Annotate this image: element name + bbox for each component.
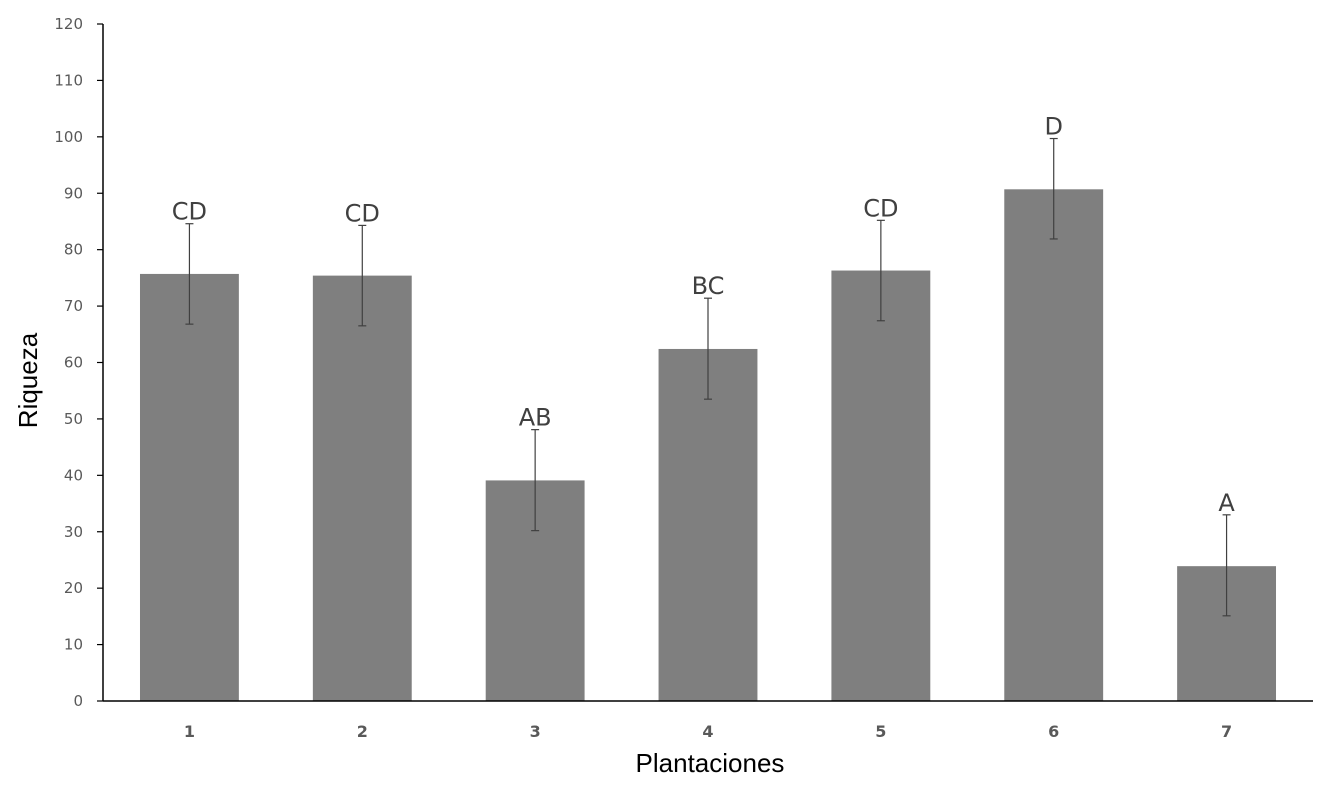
x-tick-label: 4	[702, 722, 713, 741]
bars	[139, 189, 1277, 701]
x-axis-label: Plantaciones	[636, 748, 785, 778]
significance-label: CD	[345, 199, 380, 227]
y-tick-label: 10	[64, 636, 83, 654]
bar	[831, 270, 931, 701]
y-axis-ticks: 0 10 20 30 40 50 60 70 80 90 100 110 120	[54, 15, 103, 710]
significance-label: CD	[172, 198, 207, 226]
significance-label: D	[1044, 113, 1062, 141]
error-bar	[1222, 514, 1231, 617]
y-tick-label: 90	[64, 184, 83, 202]
x-tick-label: 2	[357, 722, 368, 741]
bar	[312, 275, 412, 701]
significance-label: BC	[692, 272, 725, 300]
y-tick-label: 110	[54, 71, 83, 89]
significance-label: CD	[863, 194, 898, 222]
significance-label: AB	[519, 404, 552, 432]
error-bar	[185, 223, 194, 325]
significance-label: A	[1218, 489, 1235, 517]
error-bars	[185, 137, 1231, 617]
error-bar	[1049, 137, 1058, 240]
y-tick-label: 80	[64, 241, 83, 259]
significance-labels: CD CD AB BC CD D A	[172, 113, 1236, 517]
error-bar	[531, 429, 540, 532]
y-tick-label: 100	[54, 128, 83, 146]
x-tick-label: 3	[530, 722, 541, 741]
y-axis-label: Riqueza	[13, 332, 43, 428]
bar	[139, 273, 239, 701]
y-tick-label: 50	[64, 410, 83, 428]
bar	[1004, 189, 1104, 701]
y-tick-label: 0	[73, 692, 83, 710]
x-tick-label: 7	[1221, 722, 1232, 741]
y-tick-label: 60	[64, 354, 83, 372]
y-tick-label: 30	[64, 523, 83, 541]
error-bar	[876, 219, 885, 322]
x-tick-label: 1	[184, 722, 195, 741]
y-tick-label: 70	[64, 297, 83, 315]
error-bar	[358, 224, 367, 327]
x-axis-ticks: 1 2 3 4 5 6 7	[184, 722, 1232, 741]
bar	[658, 348, 758, 701]
x-tick-label: 6	[1048, 722, 1059, 741]
y-tick-label: 20	[64, 579, 83, 597]
x-tick-label: 5	[875, 722, 886, 741]
y-tick-label: 120	[54, 15, 83, 33]
error-bar	[704, 297, 712, 400]
y-tick-label: 40	[64, 466, 83, 484]
